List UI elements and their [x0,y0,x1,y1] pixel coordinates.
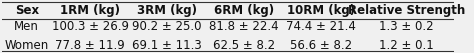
Text: 90.2 ± 25.0: 90.2 ± 25.0 [132,20,202,33]
Text: 100.3 ± 26.9: 100.3 ± 26.9 [52,20,128,33]
Text: 1RM (kg): 1RM (kg) [60,4,120,17]
Text: 81.8 ± 22.4: 81.8 ± 22.4 [209,20,279,33]
Text: 74.4 ± 21.4: 74.4 ± 21.4 [286,20,356,33]
Text: 3RM (kg): 3RM (kg) [137,4,197,17]
Text: 77.8 ± 11.9: 77.8 ± 11.9 [55,39,125,52]
Text: 62.5 ± 8.2: 62.5 ± 8.2 [213,39,275,52]
Text: Women: Women [5,39,49,52]
Text: 6RM (kg): 6RM (kg) [214,4,274,17]
Text: 1.2 ± 0.1: 1.2 ± 0.1 [379,39,434,52]
Text: 10RM (kg): 10RM (kg) [287,4,355,17]
Text: 1.3 ± 0.2: 1.3 ± 0.2 [379,20,434,33]
Text: Relative Strength: Relative Strength [348,4,465,17]
Text: Sex: Sex [15,4,39,17]
Text: 56.6 ± 8.2: 56.6 ± 8.2 [290,39,352,52]
Text: Men: Men [14,20,39,33]
Text: 69.1 ± 11.3: 69.1 ± 11.3 [132,39,202,52]
